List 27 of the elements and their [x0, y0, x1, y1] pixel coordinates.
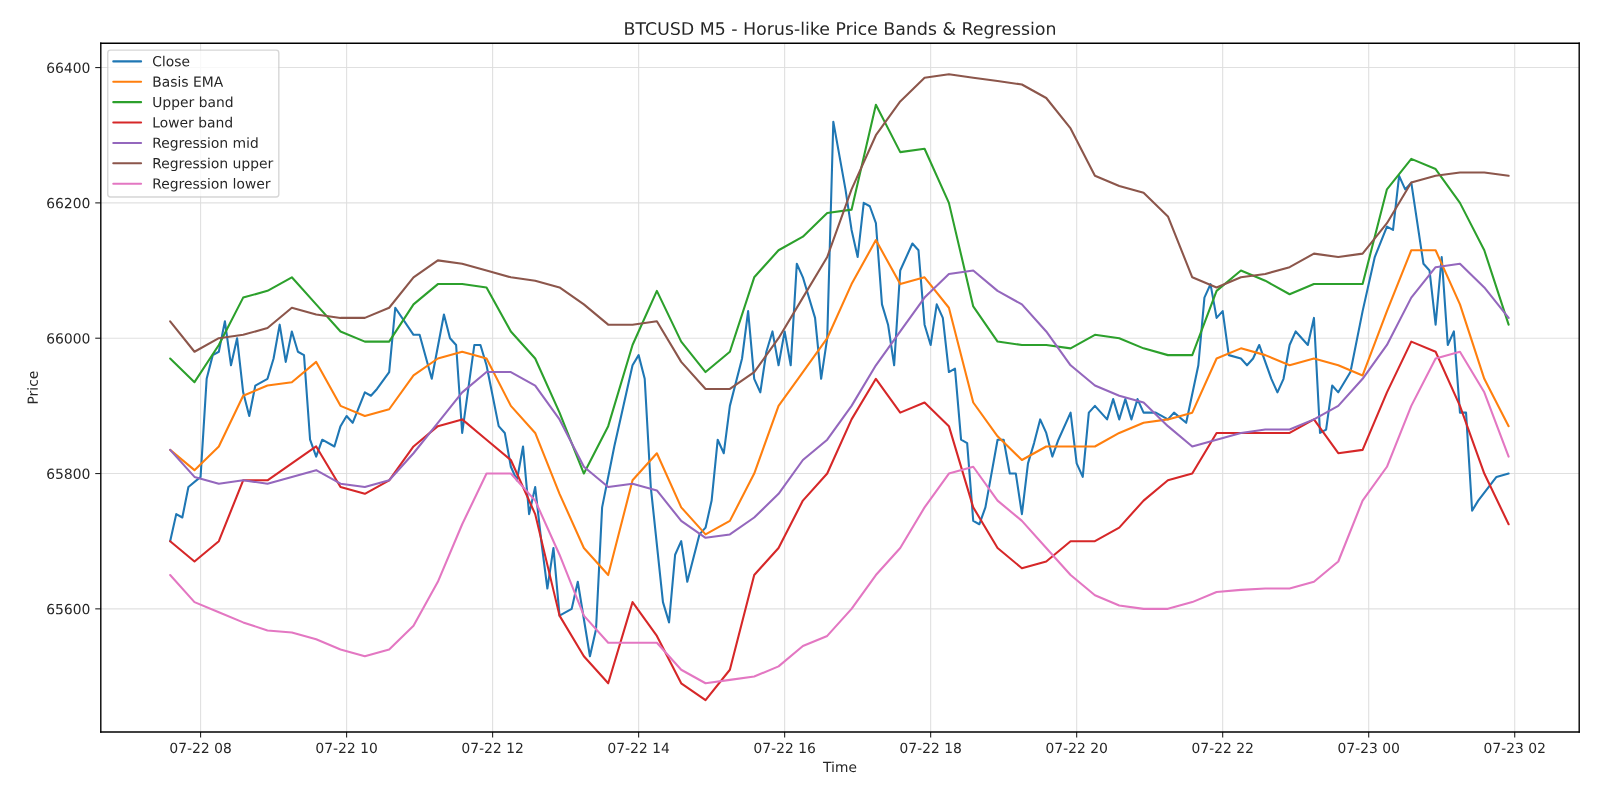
x-tick-label: 07-23 02 — [1484, 742, 1545, 754]
x-tick-label: 07-22 18 — [900, 742, 961, 754]
legend-label: Regression mid — [153, 137, 258, 151]
y-tick-label: 66200 — [47, 197, 90, 209]
y-axis-title: Price — [27, 371, 38, 404]
line-series — [169, 239, 1510, 577]
x-tick-label: 07-22 20 — [1046, 742, 1107, 754]
legend-label: Regression lower — [153, 178, 271, 192]
x-tick-label: 07-23 00 — [1338, 742, 1399, 754]
x-tick-label: 07-22 16 — [754, 742, 815, 754]
y-tick-label: 65600 — [47, 603, 90, 615]
x-tick-label: 07-22 08 — [170, 742, 231, 754]
x-tick-label: 07-22 22 — [1192, 742, 1253, 754]
legend-label: Lower band — [153, 116, 232, 128]
y-tick-label: 65800 — [47, 468, 90, 480]
line-series — [169, 262, 1510, 539]
chart-title: BTCUSD M5 - Horus-like Price Bands & Regression — [625, 21, 1056, 39]
legend-label: Regression upper — [153, 157, 274, 172]
legend-label: Basis EMA — [153, 76, 224, 87]
x-axis-title: Time — [822, 761, 857, 773]
legend-label: Upper band — [153, 96, 233, 110]
legend-label: Close — [152, 55, 190, 67]
x-tick-label: 07-22 10 — [316, 742, 377, 754]
x-tick-label: 07-22 14 — [608, 742, 670, 754]
x-tick-label: 07-22 12 — [462, 742, 523, 754]
y-tick-label: 66400 — [47, 62, 90, 74]
y-tick-label: 66000 — [47, 333, 90, 344]
